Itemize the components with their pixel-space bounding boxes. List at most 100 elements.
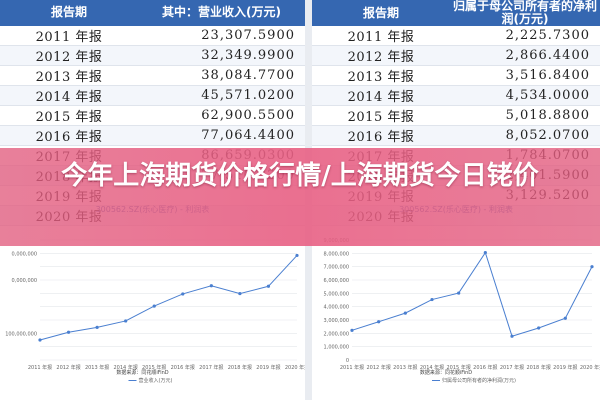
revenue-period-cell: 2013 年报 [0,65,138,86]
y-tick-label: 4,000,000 [324,305,349,311]
table-header-row: 报告期 归属于母公司所有者的净利润(万元) [312,0,600,27]
table-row: 2015 年报 62,900.5500 [0,105,305,126]
x-tick-label: 2014 年报 [114,364,138,371]
x-tick-label: 2017 年报 [199,364,223,371]
data-point [266,284,271,288]
y-tick-label: 3,000,000 [324,318,349,324]
data-point [38,338,42,342]
header-period: 报告期 [0,0,138,26]
x-tick-label: 2016 年报 [171,364,195,371]
table-row: 2013 年报 3,516.8400 [312,65,600,87]
x-tick-label: 2011 年报 [28,364,52,371]
x-tick-label: 2013 年报 [393,364,417,371]
table-row: 2016 年报 77,064.4400 [0,125,305,146]
series-line [39,255,298,341]
profit-value-cell: 5,018.8800 [450,105,600,127]
header-net-profit: 归属于母公司所有者的净利润(万元) [450,0,600,27]
data-point [66,330,71,334]
table-row: 2014 年报 4,534.0000 [312,85,600,107]
x-tick-label: 2016 年报 [473,364,497,371]
header-revenue: 其中：营业收入(万元) [138,0,305,26]
data-point [457,291,461,295]
data-point [295,253,299,258]
banner-title: 今年上海期货价格行情/上海期货今日铑价 [61,161,539,191]
table-row: 2013 年报 38,084.7700 [0,65,305,86]
y-tick-label: 7,000,000 [324,265,349,271]
x-tick-label: 2020 年报 [580,364,600,371]
x-tick-label: 2020 年报 [285,364,305,371]
profit-period-cell: 2015 年报 [312,105,450,127]
data-point [563,316,567,320]
x-tick-label: 2014 年报 [420,364,444,371]
y-tick-label: 0,000,000 [12,278,37,284]
data-point [403,311,407,315]
revenue-value-cell: 23,307.5900 [138,26,305,46]
profit-period-cell: 2011 年报 [312,26,450,47]
table-header-row: 报告期 其中：营业收入(万元) [0,0,305,26]
header-period: 报告期 [312,0,450,27]
data-point [430,297,434,302]
data-point [377,320,381,324]
revenue-period-cell: 2015 年报 [0,105,138,126]
y-tick-label: 6,000,000 [324,278,349,284]
table-row: 2011 年报 23,307.5900 [0,26,305,46]
table-row: 2012 年报 32,349.9900 [0,45,305,66]
revenue-period-cell: 2014 年报 [0,85,138,106]
x-tick-label: 2019 年报 [553,364,577,371]
x-tick-label: 2019 年报 [256,364,280,371]
revenue-period-cell: 2011 年报 [0,26,138,46]
table-row: 2011 年报 2,225.7300 [312,26,600,47]
table-row: 2015 年报 5,018.8800 [312,105,600,127]
y-tick-label: 1,000,000 [324,345,349,351]
revenue-value-cell: 38,084.7700 [138,65,305,86]
data-point [95,325,99,329]
data-point [181,292,185,296]
profit-period-cell: 2016 年报 [312,125,450,147]
data-point [590,265,594,269]
profit-period-cell: 2013 年报 [312,65,450,87]
series-line [351,251,593,337]
revenue-period-cell: 2012 年报 [0,45,138,66]
revenue-value-cell: 77,064.4400 [138,125,305,146]
table-row: 2012 年报 2,866.4400 [312,45,600,67]
x-tick-label: 2013 年报 [85,364,109,371]
y-tick-label: 8,000,000 [324,251,349,257]
revenue-value-cell: 32,349.9900 [138,45,305,66]
x-tick-label: 2012 年报 [367,364,391,371]
y-tick-label: 0,000,000 [12,251,37,257]
data-point [350,328,354,332]
x-tick-label: 2018 年报 [527,364,551,371]
profit-value-cell: 2,866.4400 [450,45,600,67]
legend-label: 营业收入(万元) [139,377,173,384]
profit-value-cell: 3,516.8400 [450,65,600,87]
profit-period-cell: 2012 年报 [312,45,450,67]
title-banner [0,148,600,246]
profit-period-cell: 2014 年报 [312,85,450,107]
profit-value-cell: 8,052.0700 [450,125,600,147]
revenue-period-cell: 2016 年报 [0,125,138,146]
x-tick-label: 2018 年报 [228,364,252,371]
data-point [124,319,128,323]
x-tick-label: 2015 年报 [142,364,166,371]
data-point [537,326,541,330]
x-tick-label: 2017 年报 [500,364,524,371]
revenue-value-cell: 45,571.0200 [138,85,305,106]
profit-value-cell: 2,225.7300 [450,26,600,47]
profit-value-cell: 4,534.0000 [450,85,600,107]
data-point [238,291,242,296]
data-point [483,251,487,255]
revenue-value-cell: 62,900.5500 [138,105,305,126]
chart-source: 数据来源：同花顺iFinD [116,369,168,376]
legend-label: 归属母公司所有者的净利润(万元) [442,377,516,384]
x-tick-label: 2011 年报 [340,364,364,371]
data-point [152,304,156,308]
y-tick-label: 5,000,000 [324,291,349,297]
table-row: 2016 年报 8,052.0700 [312,125,600,147]
y-tick-label: 2,000,000 [324,331,349,337]
x-tick-label: 2012 年报 [56,364,80,371]
y-tick-label: 100,000,000 [5,331,37,337]
y-tick-label: 0 [346,358,349,364]
data-point [209,284,213,288]
chart-source: 数据来源：同花顺iFinD [420,369,472,376]
x-tick-label: 2015 年报 [447,364,471,371]
